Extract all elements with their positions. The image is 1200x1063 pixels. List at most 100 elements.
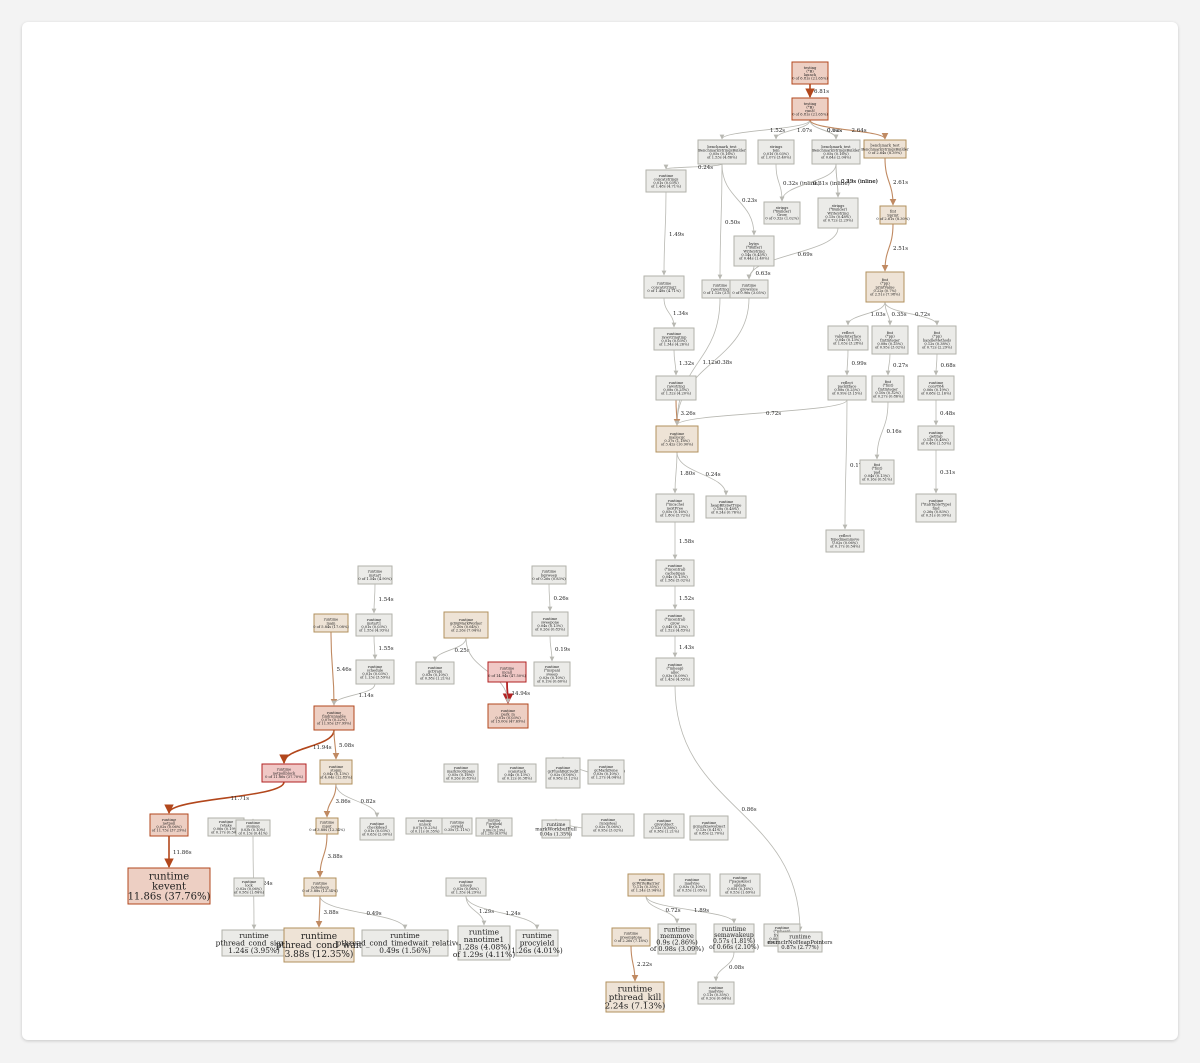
edge-rawstr-to-mallocgc[interactable] xyxy=(674,297,721,426)
edge-main-to-findrunnable[interactable] xyxy=(330,631,338,706)
edge-run-to-bench3[interactable] xyxy=(809,119,889,140)
edge-usleep-to-nanotime[interactable] xyxy=(465,895,487,926)
edge-packeface-to-typedmem[interactable] xyxy=(842,399,848,530)
edge-printvalue-to-valueof[interactable] xyxy=(845,301,886,326)
edge-stopm-to-checkdead[interactable] xyxy=(335,783,380,818)
edge-run-to-join[interactable] xyxy=(773,119,811,140)
edge-handle-to-convt[interactable] xyxy=(933,353,939,376)
edge-stopm-to-mput[interactable] xyxy=(323,783,337,818)
edge-mstart1-to-schedule[interactable] xyxy=(372,635,378,660)
edge-wakeup-to-madvise2[interactable] xyxy=(713,951,735,982)
edge-netpollblock-to-netpoll[interactable] xyxy=(164,781,285,814)
edge-bench1-to-bytes[interactable] xyxy=(721,163,757,236)
edge-gcbg-to-gcdrain[interactable] xyxy=(432,637,467,662)
edge-mput-to-notesleep[interactable] xyxy=(316,833,328,878)
edge-concat-to-concat2[interactable] xyxy=(661,191,667,276)
edge-gchelp2-to-wakeup[interactable] xyxy=(645,895,737,924)
edge-bench1-to-rawstr[interactable] xyxy=(717,163,723,280)
edge-mallocgc-to-heapbits[interactable] xyxy=(676,451,729,496)
edge-fmtint-to-fmtfmt[interactable] xyxy=(885,353,891,376)
edge-findrunnable-to-netpollblock[interactable] xyxy=(279,729,335,764)
edge-bgsweep-to-sweepone[interactable] xyxy=(547,583,553,612)
edge-printvalue-to-fmtint[interactable] xyxy=(884,301,893,326)
edge-rawbuf-to-rawstring2[interactable] xyxy=(673,349,679,376)
edge-mheapalloc-to-memclr[interactable] xyxy=(674,685,803,932)
edge-bench3-to-fmt[interactable] xyxy=(884,157,897,206)
edge-growslice-to-mallocgc[interactable] xyxy=(674,297,750,426)
edge-usleep-to-procyield[interactable] xyxy=(465,895,540,930)
edge-concat2-to-rawbuf[interactable] xyxy=(663,297,677,328)
edge-bench2-to-sbwrite[interactable] xyxy=(835,163,841,198)
edge-sbwrite-to-growslice[interactable] xyxy=(746,227,839,280)
edge-gchelp2-to-memmove[interactable] xyxy=(645,895,680,924)
edge-findrunnable-to-stopm[interactable] xyxy=(332,729,340,760)
edge-fmtfmt-to-pad[interactable] xyxy=(874,401,889,460)
edge-fmt-to-printvalue[interactable] xyxy=(881,223,894,272)
edge-run-to-bench1[interactable] xyxy=(719,119,811,140)
edge-bench2-to-sbgrow[interactable] xyxy=(779,163,837,202)
edge-schedule-to-findrunnable[interactable] xyxy=(331,683,376,706)
node-pthread-timed[interactable]: runtimepthread_cond_timedwait_relative_n… xyxy=(337,929,474,957)
node-bench1[interactable]: benchmark_testBenchmarkStringsBuilder0.0… xyxy=(697,139,747,165)
